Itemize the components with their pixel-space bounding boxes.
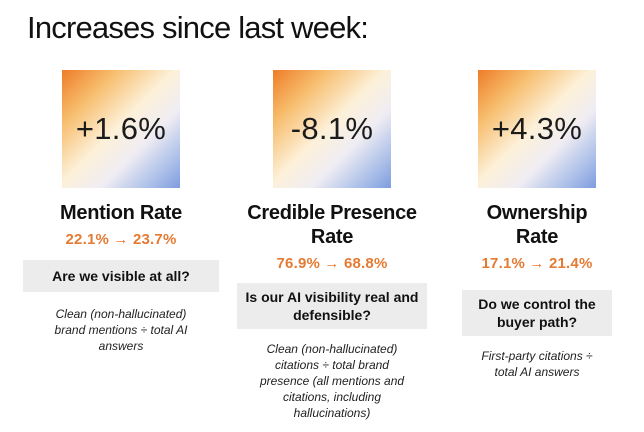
credible-presence-rate-question: Is our AI visibility real and defensible… [237,283,427,329]
credible-presence-rate-name: Credible Presence Rate [247,202,417,248]
credible-presence-rate-definition: Clean (non-hallucinated) citations ÷ tot… [259,342,405,420]
ownership-rate-definition: First-party citations ÷ total AI answers [481,349,593,379]
mention-rate-delta: +1.6% [75,111,167,146]
metric-card-mention-rate: +1.6% Mention Rate 22.1% → 23.7% Are we … [23,70,219,354]
ownership-rate-change: 17.1% → 21.4% [481,255,593,272]
ownership-rate-delta: +4.3% [491,111,583,146]
mention-rate-definition: Clean (non-hallucinated) brand mentions … [54,307,188,353]
ownership-rate-question: Do we control the buyer path? [462,290,612,336]
mention-rate-question: Are we visible at all? [23,260,219,292]
credible-presence-rate-delta: -8.1% [290,111,374,146]
page-title: Increases since last week: [27,10,369,45]
credible-presence-rate-change: 76.9% → 68.8% [276,255,388,272]
metric-card-credible-presence-rate: -8.1% Credible Presence Rate 76.9% → 68.… [234,70,430,421]
ownership-rate-name: Ownership Rate [486,202,588,248]
ownership-rate-tile: +4.3% [478,70,596,188]
mention-rate-name: Mention Rate [60,202,182,224]
mention-rate-change: 22.1% → 23.7% [65,231,177,248]
credible-presence-rate-tile: -8.1% [273,70,391,188]
mention-rate-tile: +1.6% [62,70,180,188]
metric-card-ownership-rate: +4.3% Ownership Rate 17.1% → 21.4% Do we… [448,70,626,380]
